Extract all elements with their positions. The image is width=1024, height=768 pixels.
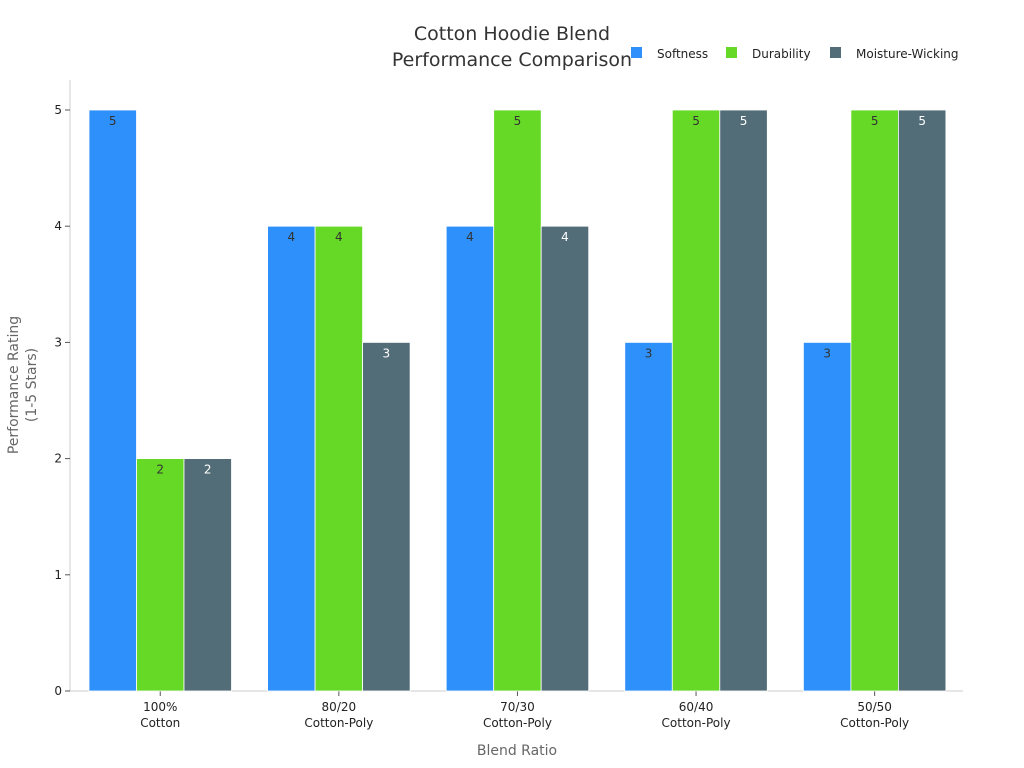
y-axis-title-line: Performance Rating (6, 316, 22, 454)
legend-swatch (726, 47, 737, 58)
data-label: 2 (156, 463, 164, 477)
chart-title: Cotton Hoodie Blend Performance Compariso… (392, 23, 632, 71)
legend-swatch (631, 47, 642, 58)
y-tick-label: 3 (54, 335, 62, 349)
chart-title-line: Cotton Hoodie Blend (414, 23, 610, 45)
data-label: 4 (466, 230, 474, 244)
y-tick-label: 5 (54, 103, 62, 117)
bar-softness (445, 225, 495, 692)
data-label: 4 (335, 230, 343, 244)
x-tick-label: Cotton (140, 716, 180, 730)
legend-swatch (830, 47, 841, 58)
data-label: 5 (109, 114, 117, 128)
bar-moisture-wicking (540, 225, 590, 692)
legend: Softness Durability Moisture-Wicking (631, 47, 959, 61)
data-label: 4 (561, 230, 569, 244)
x-tick-label: 80/20 (322, 700, 357, 714)
data-label: 5 (692, 114, 700, 128)
x-tick-label: 50/50 (857, 700, 892, 714)
x-tick-label: 100% (143, 700, 177, 714)
legend-label: Durability (752, 47, 811, 61)
y-tick-label: 2 (54, 452, 62, 466)
data-label: 5 (514, 114, 522, 128)
data-label: 3 (383, 346, 391, 360)
y-tick-label: 0 (54, 684, 62, 698)
bar-moisture-wicking (362, 341, 411, 692)
data-label: 5 (871, 114, 879, 128)
bar-softness (624, 341, 673, 692)
data-label: 4 (288, 230, 296, 244)
bar-durability (493, 109, 542, 692)
axes: 0 1 2 3 4 5 100% Cotton 80/20 Cotton-Poly 70/30 Cot… (54, 80, 963, 730)
chart-title-line: Performance Comparison (392, 49, 632, 71)
x-axis-title: Blend Ratio (477, 743, 557, 759)
data-label: 3 (823, 346, 831, 360)
bar-moisture-wicking (898, 109, 947, 692)
bar-moisture-wicking (183, 458, 232, 692)
data-label: 3 (645, 346, 653, 360)
bar-softness (88, 109, 137, 692)
x-tick-label: 60/40 (679, 700, 714, 714)
legend-label: Moisture-Wicking (856, 47, 959, 61)
bar-durability (671, 109, 721, 692)
bar-softness (267, 225, 316, 692)
bar-durability (136, 458, 185, 692)
x-tick-label: 70/30 (500, 700, 535, 714)
x-tick-label: Cotton-Poly (662, 716, 731, 730)
bars (88, 109, 947, 692)
bar-moisture-wicking (719, 109, 768, 692)
data-label: 5 (918, 114, 926, 128)
x-tick-label: Cotton-Poly (304, 716, 373, 730)
x-tick-label: Cotton-Poly (840, 716, 909, 730)
data-label: 2 (204, 463, 212, 477)
y-axis-title: Performance Rating (1-5 Stars) (6, 316, 40, 454)
data-label: 5 (740, 114, 748, 128)
bar-durability (314, 225, 364, 692)
bar-durability (850, 109, 899, 692)
y-tick-label: 4 (54, 219, 62, 233)
x-tick-label: Cotton-Poly (483, 716, 552, 730)
y-axis-title-line: (1-5 Stars) (24, 348, 40, 422)
y-tick-label: 1 (54, 568, 62, 582)
data-labels: 5 4 4 3 3 2 4 5 5 5 2 3 4 5 5 (109, 114, 926, 477)
legend-label: Softness (657, 47, 708, 61)
bar-softness (803, 341, 852, 692)
